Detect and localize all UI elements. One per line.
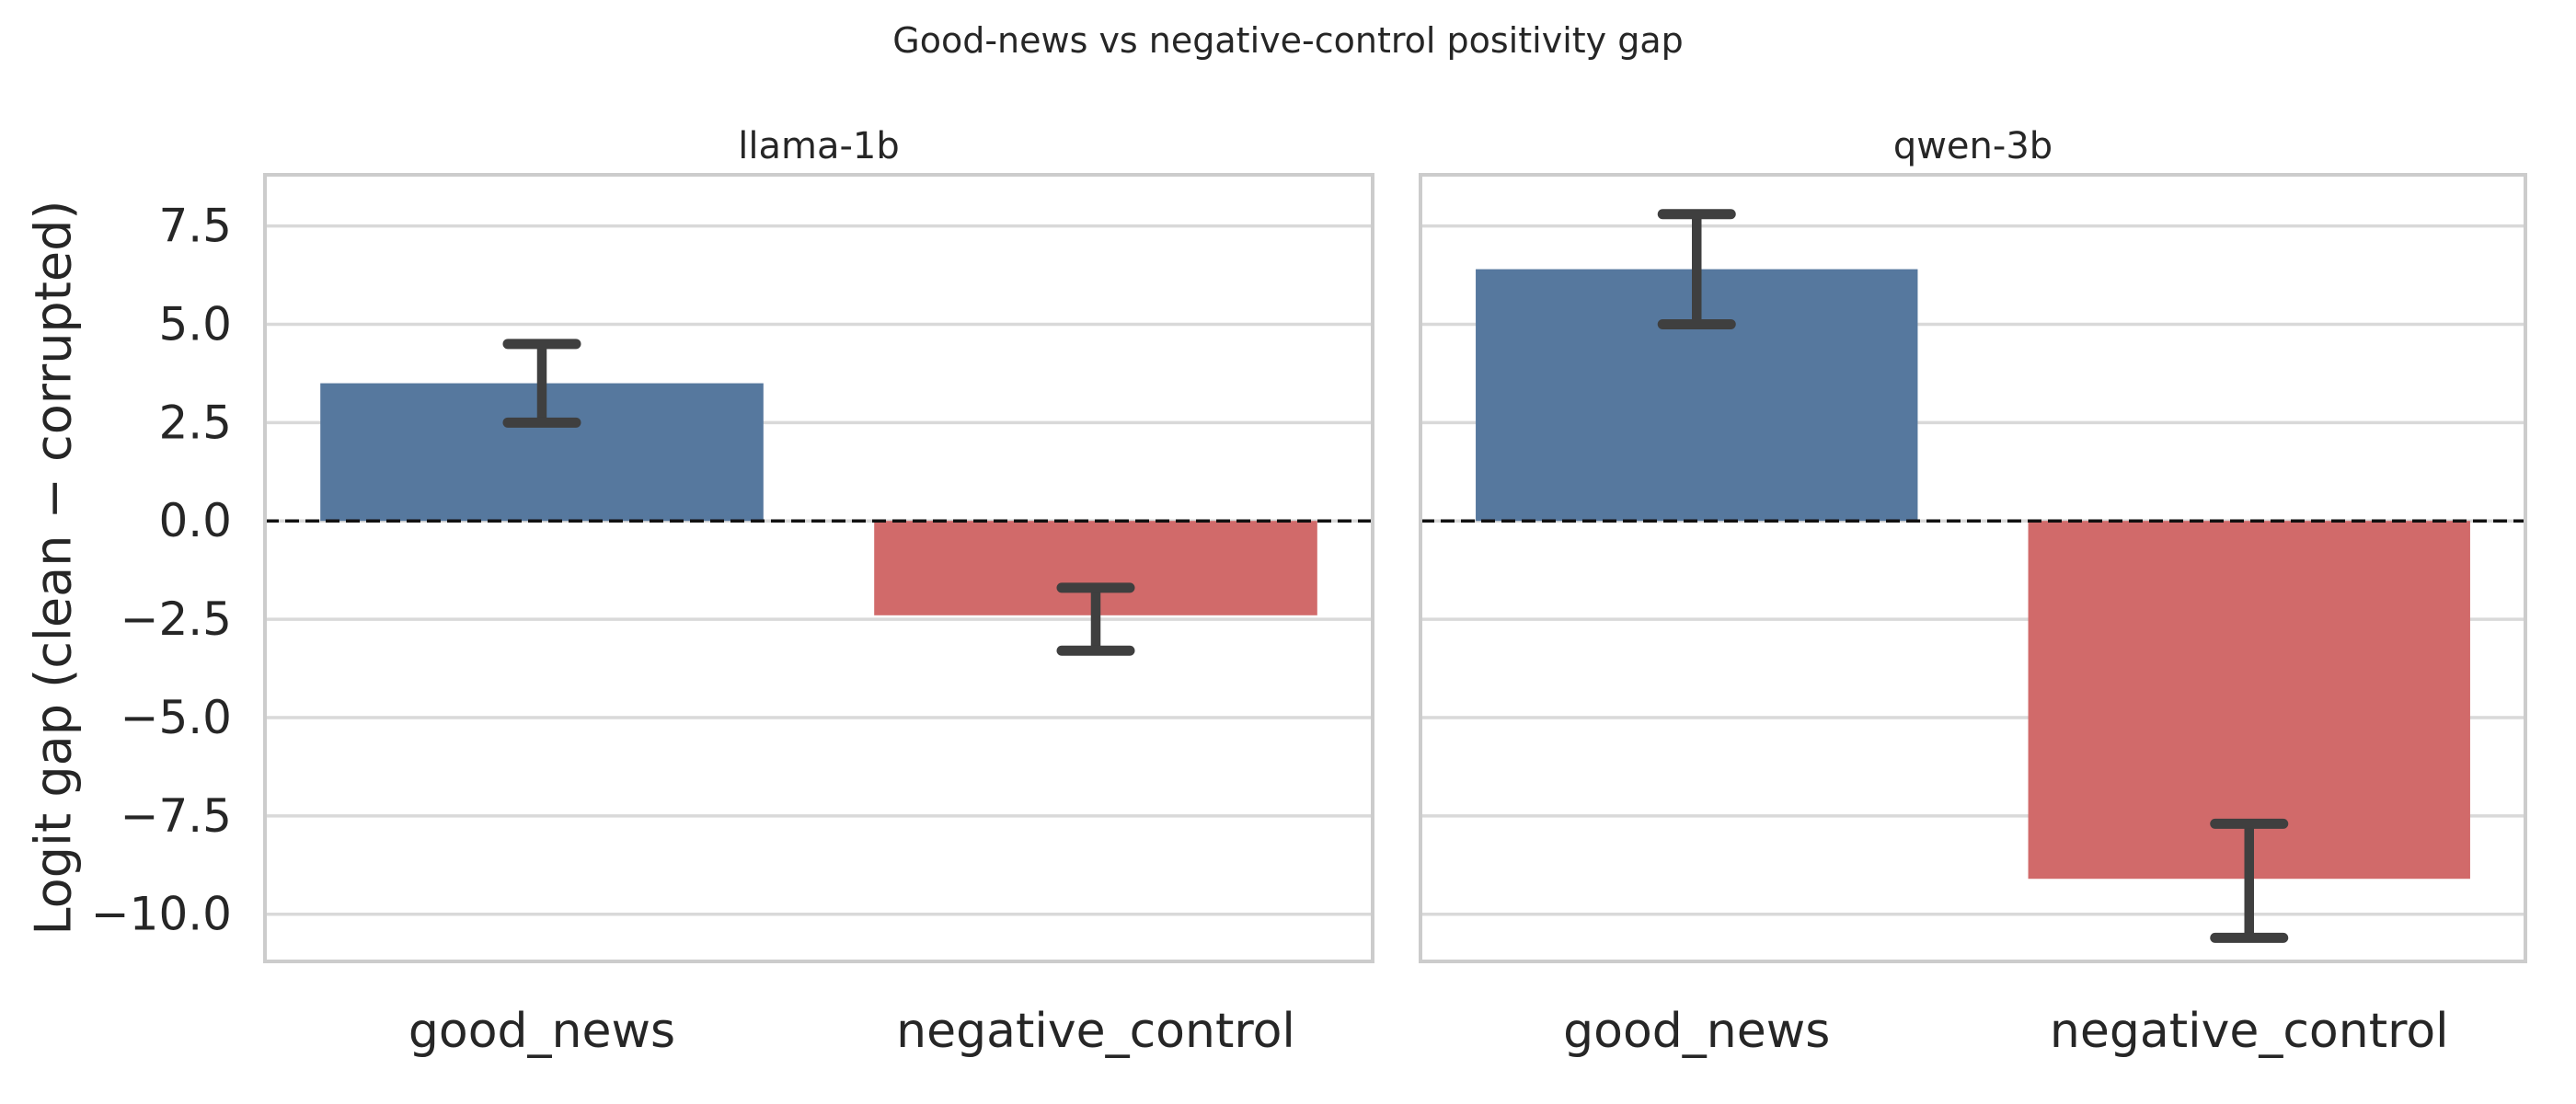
x-tick-label: good_news bbox=[408, 1004, 675, 1059]
y-tick-label: −2.5 bbox=[121, 592, 232, 646]
y-tick-label: 0.0 bbox=[158, 494, 232, 547]
panel-title: llama-1b bbox=[738, 125, 900, 167]
y-tick-label: 5.0 bbox=[158, 297, 232, 351]
panel-title: qwen-3b bbox=[1893, 125, 2053, 167]
axes-frame bbox=[1419, 173, 2527, 963]
y-tick-label: −5.0 bbox=[121, 691, 232, 744]
x-tick-label: negative_control bbox=[896, 1004, 1295, 1059]
y-tick-label: −7.5 bbox=[121, 789, 232, 843]
x-tick-label: negative_control bbox=[2050, 1004, 2449, 1059]
y-tick-label: −10.0 bbox=[91, 888, 232, 941]
y-tick-label: 2.5 bbox=[158, 396, 232, 449]
figure-title: Good-news vs negative-control positivity… bbox=[892, 20, 1684, 61]
x-tick-label: good_news bbox=[1563, 1004, 1830, 1059]
axes-frame bbox=[263, 173, 1374, 963]
y-tick-label: 7.5 bbox=[158, 200, 232, 253]
